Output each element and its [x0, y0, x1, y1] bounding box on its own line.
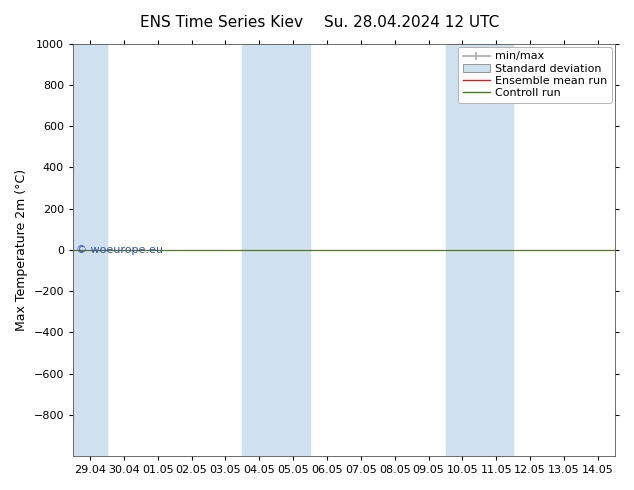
Bar: [73, 44, 107, 456]
Text: Su. 28.04.2024 12 UTC: Su. 28.04.2024 12 UTC: [325, 15, 500, 30]
Text: © woeurope.eu: © woeurope.eu: [76, 245, 163, 255]
Bar: [242, 44, 310, 456]
Y-axis label: Max Temperature 2m (°C): Max Temperature 2m (°C): [15, 169, 28, 331]
Legend: min/max, Standard deviation, Ensemble mean run, Controll run: min/max, Standard deviation, Ensemble me…: [458, 47, 612, 102]
Text: ENS Time Series Kiev: ENS Time Series Kiev: [140, 15, 304, 30]
Bar: [446, 44, 514, 456]
